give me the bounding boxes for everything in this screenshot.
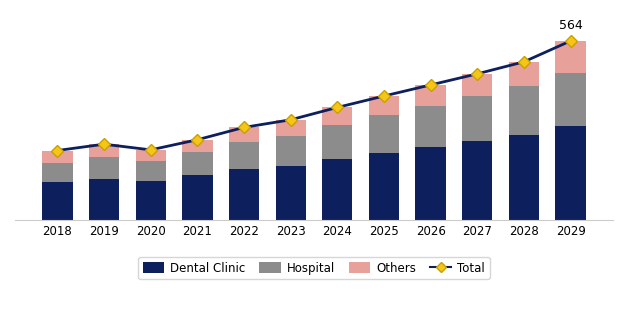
Bar xyxy=(182,175,212,219)
Total xyxy=(380,94,387,98)
Bar xyxy=(462,141,492,219)
Bar xyxy=(369,96,399,115)
Bar xyxy=(276,136,306,166)
Bar xyxy=(509,62,539,85)
Bar xyxy=(462,74,492,96)
Bar xyxy=(462,96,492,141)
Bar xyxy=(89,179,119,219)
Total xyxy=(287,118,295,122)
Total xyxy=(193,138,201,142)
Bar xyxy=(416,148,446,219)
Total xyxy=(427,83,435,87)
Total xyxy=(147,148,154,152)
Bar xyxy=(42,150,72,163)
Bar xyxy=(276,120,306,136)
Bar xyxy=(416,106,446,148)
Bar xyxy=(89,157,119,179)
Bar xyxy=(509,85,539,135)
Total xyxy=(474,72,481,76)
Bar xyxy=(42,182,72,219)
Bar xyxy=(369,153,399,219)
Bar xyxy=(556,41,586,73)
Total xyxy=(567,39,575,43)
Bar xyxy=(322,159,352,219)
Bar xyxy=(322,125,352,159)
Bar xyxy=(229,169,259,219)
Bar xyxy=(416,85,446,106)
Total xyxy=(100,142,108,146)
Bar xyxy=(89,144,119,157)
Bar xyxy=(136,161,166,181)
Total xyxy=(333,106,341,110)
Bar xyxy=(556,126,586,219)
Line: Total: Total xyxy=(53,37,575,155)
Bar xyxy=(229,142,259,169)
Total xyxy=(241,125,248,129)
Bar xyxy=(229,127,259,142)
Bar xyxy=(276,166,306,219)
Bar xyxy=(182,140,212,152)
Total xyxy=(53,148,61,152)
Bar xyxy=(369,115,399,153)
Bar xyxy=(136,181,166,219)
Bar xyxy=(322,108,352,125)
Legend: Dental Clinic, Hospital, Others, Total: Dental Clinic, Hospital, Others, Total xyxy=(138,257,490,280)
Total xyxy=(520,60,528,64)
Bar xyxy=(509,135,539,219)
Bar xyxy=(182,152,212,175)
Text: 564: 564 xyxy=(559,19,583,32)
Bar xyxy=(136,150,166,161)
Bar xyxy=(42,163,72,182)
Bar xyxy=(556,73,586,126)
